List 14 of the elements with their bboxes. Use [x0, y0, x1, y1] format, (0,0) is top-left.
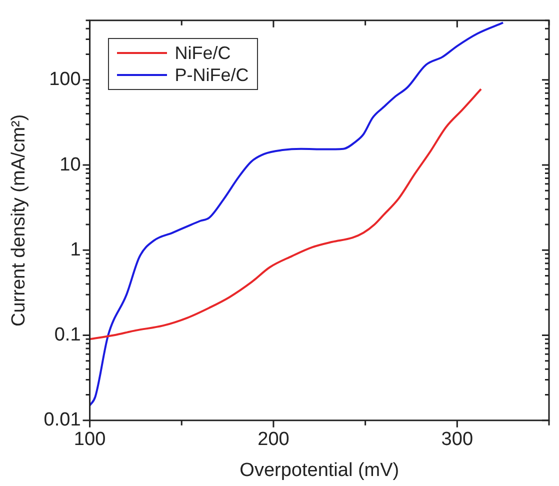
x-tick-label: 100 [74, 429, 106, 450]
line-series [90, 22, 504, 406]
y-tick-label: 100 [49, 69, 81, 90]
y-tick-label: 0.01 [44, 410, 81, 431]
legend-label: P-NiFe/C [174, 64, 249, 86]
legend-label: NiFe/C [174, 42, 231, 64]
y-axis-title: Current density (mA/cm²) [8, 114, 30, 326]
y-tick-label: 0.1 [54, 324, 81, 346]
y-tick-label: 1 [70, 239, 81, 260]
x-axis-title: Overpotential (mV) [240, 460, 400, 481]
line-series [90, 88, 482, 340]
y-tick-label: 10 [60, 154, 81, 176]
x-tick-label: 300 [441, 429, 474, 450]
x-tick-label: 200 [258, 429, 290, 450]
